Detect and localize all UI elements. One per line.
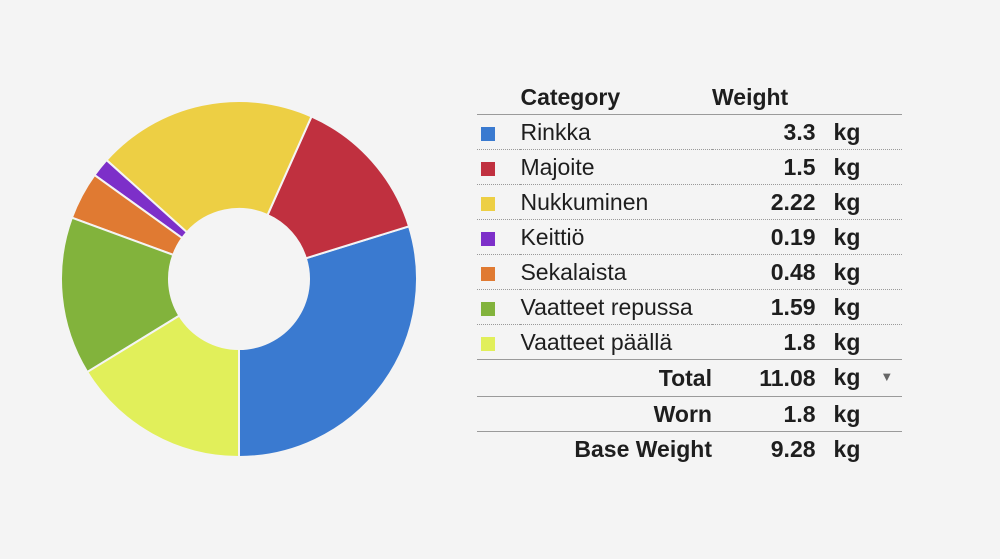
header-weight: Weight — [711, 80, 902, 115]
total-label: Total — [520, 359, 712, 397]
category-name: Majoite — [520, 149, 712, 185]
category-unit: kg — [815, 184, 902, 220]
category-weight: 3.3 — [711, 114, 816, 150]
total-row: Total 11.08 kg ▼ — [477, 359, 902, 397]
category-weight: 2.22 — [711, 184, 816, 220]
category-row-majoite[interactable]: Majoite 1.5 kg — [477, 149, 902, 185]
worn-unit: kg — [815, 396, 902, 432]
category-unit: kg — [815, 289, 902, 325]
category-name: Vaatteet repussa — [520, 289, 712, 325]
category-unit: kg — [815, 254, 902, 290]
category-row-rinkka[interactable]: Rinkka 3.3 kg — [477, 114, 902, 150]
worn-label: Worn — [520, 396, 712, 432]
category-unit: kg — [815, 219, 902, 255]
category-unit: kg — [815, 114, 902, 150]
worn-weight: 1.8 — [711, 396, 816, 432]
base-weight-unit: kg — [833, 435, 861, 462]
total-weight: 11.08 — [711, 359, 816, 397]
category-unit: kg — [815, 324, 902, 360]
donut-slice-nukkuminen[interactable] — [105, 100, 313, 234]
unit-dropdown-caret-icon[interactable]: ▼ — [880, 368, 894, 384]
category-name: Rinkka — [520, 114, 712, 150]
category-weight: 1.8 — [711, 324, 816, 360]
category-name: Sekalaista — [520, 254, 712, 290]
legend-swatch-rinkka — [481, 126, 495, 141]
total-unit: kg — [833, 364, 861, 390]
category-weight: 1.59 — [711, 289, 816, 325]
category-row-vaatteet-paalla[interactable]: Vaatteet päällä 1.8 kg — [477, 324, 902, 360]
category-row-vaatteet-repussa[interactable]: Vaatteet repussa 1.59 kg — [477, 289, 902, 325]
donut-chart — [60, 100, 418, 459]
header-category: Category — [520, 80, 712, 115]
donut-slice-rinkka[interactable] — [238, 225, 418, 459]
donut-slice-majoite[interactable] — [266, 115, 411, 260]
category-name: Nukkuminen — [520, 184, 712, 220]
legend-swatch-majoite — [481, 161, 495, 176]
base-weight-label: Base Weight — [574, 435, 712, 462]
category-name: Keittiö — [520, 219, 712, 255]
weight-summary-table: Category Weight Rinkka 3.3 kg Majoite 1.… — [477, 80, 902, 466]
category-row-nukkuminen[interactable]: Nukkuminen 2.22 kg — [477, 184, 902, 220]
legend-swatch-keittio — [481, 231, 495, 246]
category-row-keittio[interactable]: Keittiö 0.19 kg — [477, 219, 902, 255]
base-weight-row: Base Weight 9.28 kg — [477, 431, 902, 466]
header-swatch-cell — [477, 80, 521, 115]
category-unit: kg — [815, 149, 902, 185]
legend-swatch-vaatteet-repussa — [481, 301, 495, 316]
category-weight: 0.48 — [711, 254, 816, 290]
category-row-sekalaista[interactable]: Sekalaista 0.48 kg — [477, 254, 902, 290]
legend-swatch-nukkuminen — [481, 196, 495, 211]
base-weight-value: 9.28 — [770, 435, 816, 462]
category-weight: 1.5 — [711, 149, 816, 185]
table-header-row: Category Weight — [477, 80, 902, 115]
legend-swatch-vaatteet-paalla — [481, 336, 495, 351]
donut-slice-vaatteet-päällä[interactable] — [85, 314, 240, 459]
legend-swatch-sekalaista — [481, 266, 495, 281]
worn-row: Worn 1.8 kg — [477, 396, 902, 432]
category-weight: 0.19 — [711, 219, 816, 255]
category-name: Vaatteet päällä — [520, 324, 712, 360]
